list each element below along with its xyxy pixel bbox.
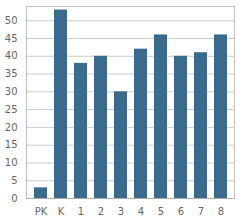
svg-text:K: K xyxy=(58,206,65,217)
svg-text:7: 7 xyxy=(198,206,204,217)
svg-text:25: 25 xyxy=(5,104,18,115)
svg-text:2: 2 xyxy=(98,206,104,217)
svg-text:45: 45 xyxy=(5,33,18,44)
svg-text:0: 0 xyxy=(11,193,17,204)
svg-text:15: 15 xyxy=(5,139,18,150)
svg-text:1: 1 xyxy=(78,206,84,217)
svg-text:8: 8 xyxy=(218,206,224,217)
svg-text:5: 5 xyxy=(11,175,17,186)
svg-text:6: 6 xyxy=(178,206,184,217)
svg-text:50: 50 xyxy=(5,15,18,26)
svg-text:5: 5 xyxy=(158,206,164,217)
svg-text:4: 4 xyxy=(138,206,144,217)
svg-text:35: 35 xyxy=(5,68,18,79)
svg-text:20: 20 xyxy=(5,122,18,133)
svg-text:10: 10 xyxy=(5,157,18,168)
svg-text:PK: PK xyxy=(35,206,48,217)
svg-text:40: 40 xyxy=(5,50,18,61)
svg-text:3: 3 xyxy=(118,206,124,217)
svg-text:30: 30 xyxy=(5,86,18,97)
